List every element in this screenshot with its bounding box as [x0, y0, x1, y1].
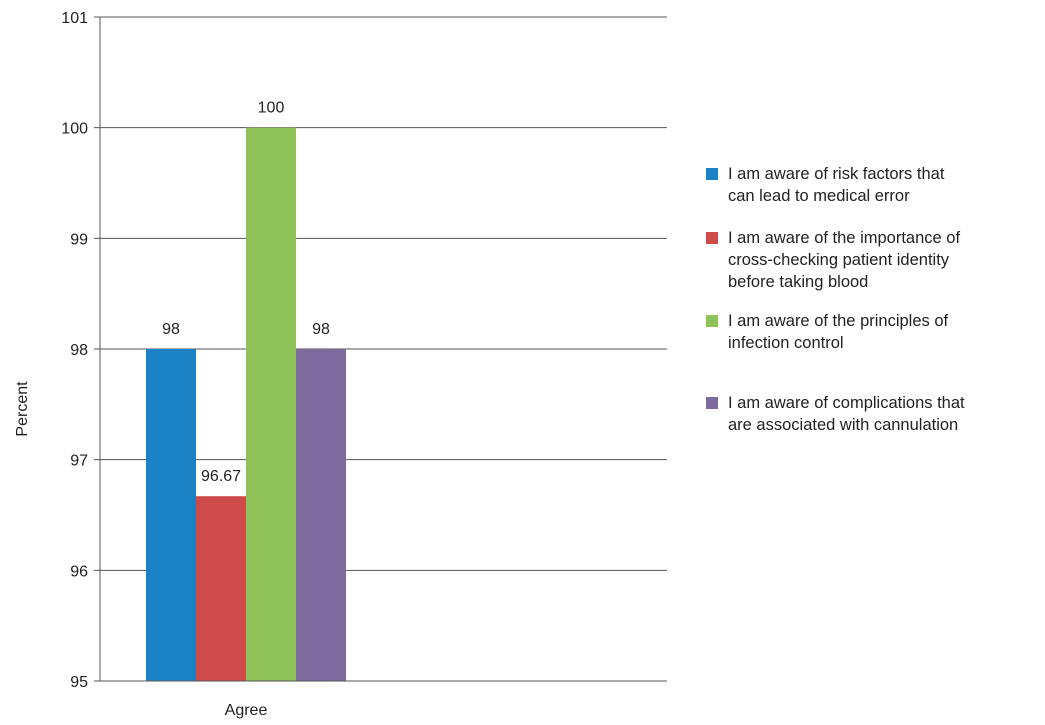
y-tick-label: 98	[70, 342, 88, 359]
y-tick-label: 96	[70, 563, 88, 580]
bar	[246, 127, 296, 681]
y-tick-label: 100	[61, 121, 88, 138]
legend-item-patient-identity: I am aware of the importance of cross-ch…	[706, 227, 1041, 293]
axes: 95 96 97 98 99 100 101 Agree	[61, 10, 667, 719]
data-label: 96.67	[201, 468, 241, 485]
legend-label: I am aware of complications that are ass…	[728, 394, 965, 434]
legend-swatch-purple	[706, 397, 718, 409]
legend-item-infection-control: I am aware of the principles of infectio…	[706, 310, 1041, 354]
y-tick-label: 97	[70, 453, 88, 470]
data-label: 98	[162, 321, 180, 338]
data-label: 100	[258, 100, 285, 117]
legend-label: I am aware of risk factors that can lead…	[728, 165, 945, 205]
y-axis-title: Percent	[14, 381, 31, 437]
legend: I am aware of risk factors that can lead…	[706, 163, 1041, 436]
legend-label: I am aware of the principles of infectio…	[728, 312, 949, 352]
y-tick-label: 101	[61, 10, 88, 27]
data-labels: 98 96.67 100 98	[162, 100, 330, 486]
y-tick-label: 99	[70, 231, 88, 248]
data-label: 98	[312, 321, 330, 338]
legend-item-cannulation: I am aware of complications that are ass…	[706, 392, 1041, 436]
x-category-label: Agree	[225, 702, 268, 719]
bar	[196, 496, 246, 681]
legend-item-risk-factors: I am aware of risk factors that can lead…	[706, 163, 1041, 207]
bar	[146, 349, 196, 681]
legend-swatch-blue	[706, 168, 718, 180]
legend-swatch-green	[706, 315, 718, 327]
legend-label: I am aware of the importance of cross-ch…	[728, 229, 961, 291]
y-tick-label: 95	[70, 674, 88, 691]
bar	[296, 349, 346, 681]
legend-swatch-red	[706, 232, 718, 244]
bars	[146, 127, 346, 681]
